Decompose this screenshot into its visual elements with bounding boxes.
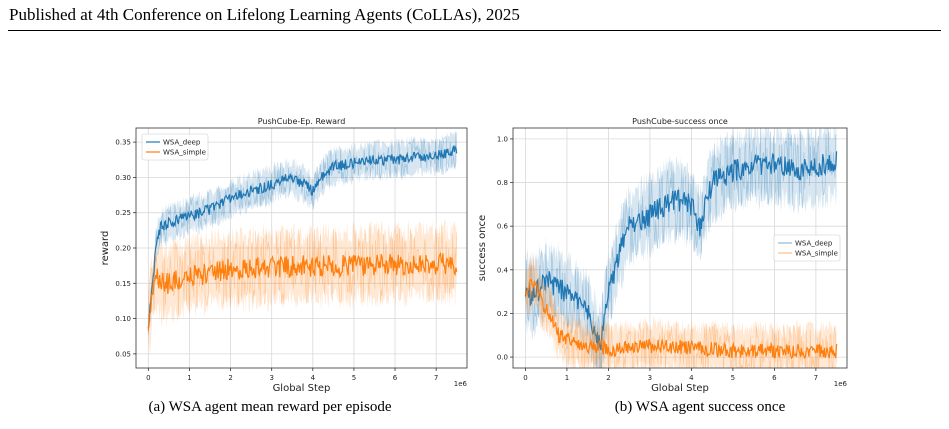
x-axis-label: Global Step [651,383,709,394]
x-tick-label: 5 [352,374,356,382]
y-axis-label: reward [100,231,111,266]
legend: WSA_deep WSA_simple [773,234,841,262]
x-multiplier: 1e6 [454,380,468,388]
chart-b: 0 1 2 3 4 5 6 7 0.0 0.2 0.4 0.6 0.8 1.0 1e6 PushCube-su… [477,117,848,394]
x-tick-label: 4 [311,374,316,382]
series-band-WSA_deep [525,128,837,368]
series-band-WSA_simple [525,256,837,368]
series-raw-WSA_simple [147,225,458,325]
x-tick-label: 7 [814,374,818,382]
y-tick-label: 0.8 [497,179,508,187]
x-multiplier: 1e6 [834,380,848,388]
series-line-WSA_deep [147,144,458,329]
legend-label: WSA_deep [163,139,201,147]
chart-title: PushCube-Ep. Reward [258,117,346,126]
legend-box [773,234,841,262]
x-tick-label: 2 [606,374,610,382]
page-header: Published at 4th Conference on Lifelong … [9,5,520,24]
legend: WSA_deep WSA_simple [141,133,209,161]
legend-label: WSA_simple [795,250,838,258]
series-band-WSA_deep [148,129,457,338]
x-tick-label: 6 [772,374,777,382]
y-tick-label: 0.2 [497,310,508,318]
x-tick-label: 5 [731,374,735,382]
chart-a: 0 1 2 3 4 5 6 7 0.05 0.10 0.15 0.20 0.25 0.30 0.35 1e6 P… [100,117,468,394]
header-rule [8,30,941,31]
x-tick-label: 7 [434,374,438,382]
x-tick-label: 2 [228,374,232,382]
series-line-WSA_deep [524,151,838,351]
y-tick-label: 0.0 [497,354,508,362]
series-band-WSA_simple [148,219,457,356]
x-tick-label: 4 [689,374,694,382]
y-tick-label: 0.30 [115,174,131,182]
y-tick-label: 0.4 [497,266,509,274]
series-group [147,129,458,356]
x-tick-label: 0 [146,374,150,382]
series-group [524,128,838,368]
y-tick-label: 0.20 [115,245,131,253]
series-raw-WSA_deep [147,132,458,335]
x-axis-label: Global Step [273,383,331,394]
legend-label: WSA_simple [163,149,206,157]
axes-frame [512,127,848,369]
x-tick-label: 3 [269,374,273,382]
y-axis-label: success once [477,215,488,281]
x-tick-label: 1 [565,374,569,382]
caption-a: (a) WSA agent mean reward per episode [148,399,392,415]
y-tick-label: 0.35 [115,139,131,147]
y-tick-label: 0.15 [115,280,131,288]
y-tick-label: 0.6 [497,223,509,231]
x-tick-label: 0 [523,374,527,382]
y-tick-label: 0.10 [115,315,131,323]
series-line-WSA_simple [524,279,838,360]
legend-box [141,133,209,161]
chart-title: PushCube-success once [632,117,728,126]
x-tick-label: 6 [393,374,398,382]
y-tick-label: 0.05 [115,350,131,358]
x-tick-label: 3 [648,374,652,382]
legend-label: WSA_deep [795,240,833,248]
y-tick-label: 1.0 [497,135,508,143]
caption-b: (b) WSA agent success once [614,399,786,415]
y-tick-label: 0.25 [115,209,131,217]
series-line-WSA_simple [147,251,458,331]
x-tick-label: 1 [187,374,191,382]
